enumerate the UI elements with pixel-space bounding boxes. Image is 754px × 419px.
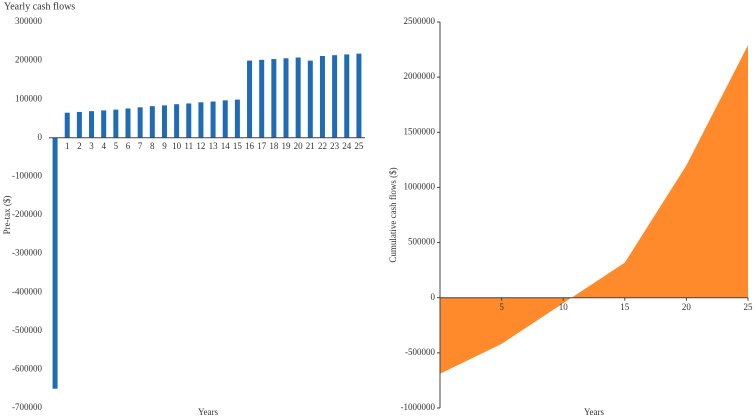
bar — [149, 106, 155, 138]
y-tick-label: 2500000 — [404, 16, 436, 26]
x-tick-label: 13 — [209, 141, 219, 151]
x-tick-label: 25 — [744, 302, 754, 312]
x-tick-label: 1 — [65, 141, 70, 151]
bar — [125, 108, 131, 138]
y-tick-label: -200000 — [12, 209, 42, 219]
bar — [283, 58, 289, 138]
bar — [247, 60, 253, 138]
y-axis-label: Pre-tax ($) — [2, 196, 12, 235]
bar — [295, 57, 301, 138]
bar — [271, 59, 277, 138]
bar — [198, 102, 204, 138]
bar — [210, 101, 216, 138]
x-tick-label: 15 — [233, 141, 243, 151]
x-tick-label: 11 — [184, 141, 193, 151]
y-tick-label: 100000 — [15, 93, 43, 103]
y-tick-label: 500000 — [408, 237, 436, 247]
y-tick-label: -300000 — [12, 248, 42, 258]
x-tick-label: 8 — [150, 141, 155, 151]
bar — [89, 111, 95, 138]
x-tick-label: 15 — [620, 302, 630, 312]
bar — [101, 110, 107, 138]
y-tick-label: -500000 — [12, 325, 42, 335]
bar — [319, 55, 325, 138]
x-tick-label: 20 — [682, 302, 692, 312]
bar — [76, 111, 82, 138]
x-tick-label: 20 — [294, 141, 304, 151]
bar — [113, 109, 119, 138]
x-tick-label: 3 — [89, 141, 94, 151]
y-tick-label: 300000 — [15, 16, 43, 26]
x-tick-label: 2 — [77, 141, 82, 151]
x-tick-label: 17 — [257, 141, 267, 151]
x-tick-label: 18 — [269, 141, 279, 151]
x-tick-label: 12 — [196, 141, 205, 151]
x-tick-label: 9 — [162, 141, 167, 151]
x-tick-label: 16 — [245, 141, 255, 151]
bar — [234, 99, 240, 138]
y-tick-label: 0 — [431, 292, 436, 302]
y-tick-label: 2000000 — [404, 71, 436, 81]
x-axis-label: Years — [584, 407, 605, 417]
bar — [161, 105, 167, 138]
x-tick-label: 10 — [559, 302, 569, 312]
bar — [64, 112, 70, 138]
x-tick-label: 22 — [318, 141, 327, 151]
bar — [137, 107, 143, 138]
bar — [344, 54, 350, 138]
x-tick-label: 4 — [101, 141, 106, 151]
y-tick-label: 0 — [38, 132, 43, 142]
bar — [222, 100, 228, 138]
y-tick-label: -700000 — [12, 402, 42, 412]
x-tick-label: 5 — [499, 302, 504, 312]
y-tick-label: -1000000 — [401, 402, 436, 412]
x-tick-label: 19 — [282, 141, 292, 151]
y-tick-label: -600000 — [12, 363, 42, 373]
x-tick-label: 23 — [330, 141, 340, 151]
bar — [332, 55, 338, 138]
x-tick-label: 6 — [126, 141, 131, 151]
chart-title: Yearly cash flows — [4, 1, 75, 12]
x-tick-label: 10 — [172, 141, 182, 151]
x-tick-label: 21 — [306, 141, 315, 151]
y-tick-label: -500000 — [405, 347, 435, 357]
bar — [186, 103, 192, 138]
x-tick-label: 7 — [138, 141, 143, 151]
y-axis-label: Cumulative cash flows ($) — [388, 167, 398, 262]
y-tick-label: 1000000 — [404, 181, 436, 191]
bar — [52, 137, 58, 389]
y-tick-label: -100000 — [12, 170, 42, 180]
x-tick-label: 14 — [221, 141, 231, 151]
x-tick-label: 25 — [354, 141, 364, 151]
area — [440, 45, 748, 374]
bar — [356, 53, 362, 138]
y-tick-label: 200000 — [15, 55, 43, 65]
bar — [259, 59, 265, 138]
y-tick-label: -400000 — [12, 286, 42, 296]
x-axis-label: Years — [198, 407, 219, 417]
x-tick-label: 5 — [114, 141, 119, 151]
x-tick-label: 24 — [342, 141, 352, 151]
bar — [174, 104, 180, 138]
bar — [307, 60, 313, 138]
y-tick-label: 1500000 — [404, 126, 436, 136]
